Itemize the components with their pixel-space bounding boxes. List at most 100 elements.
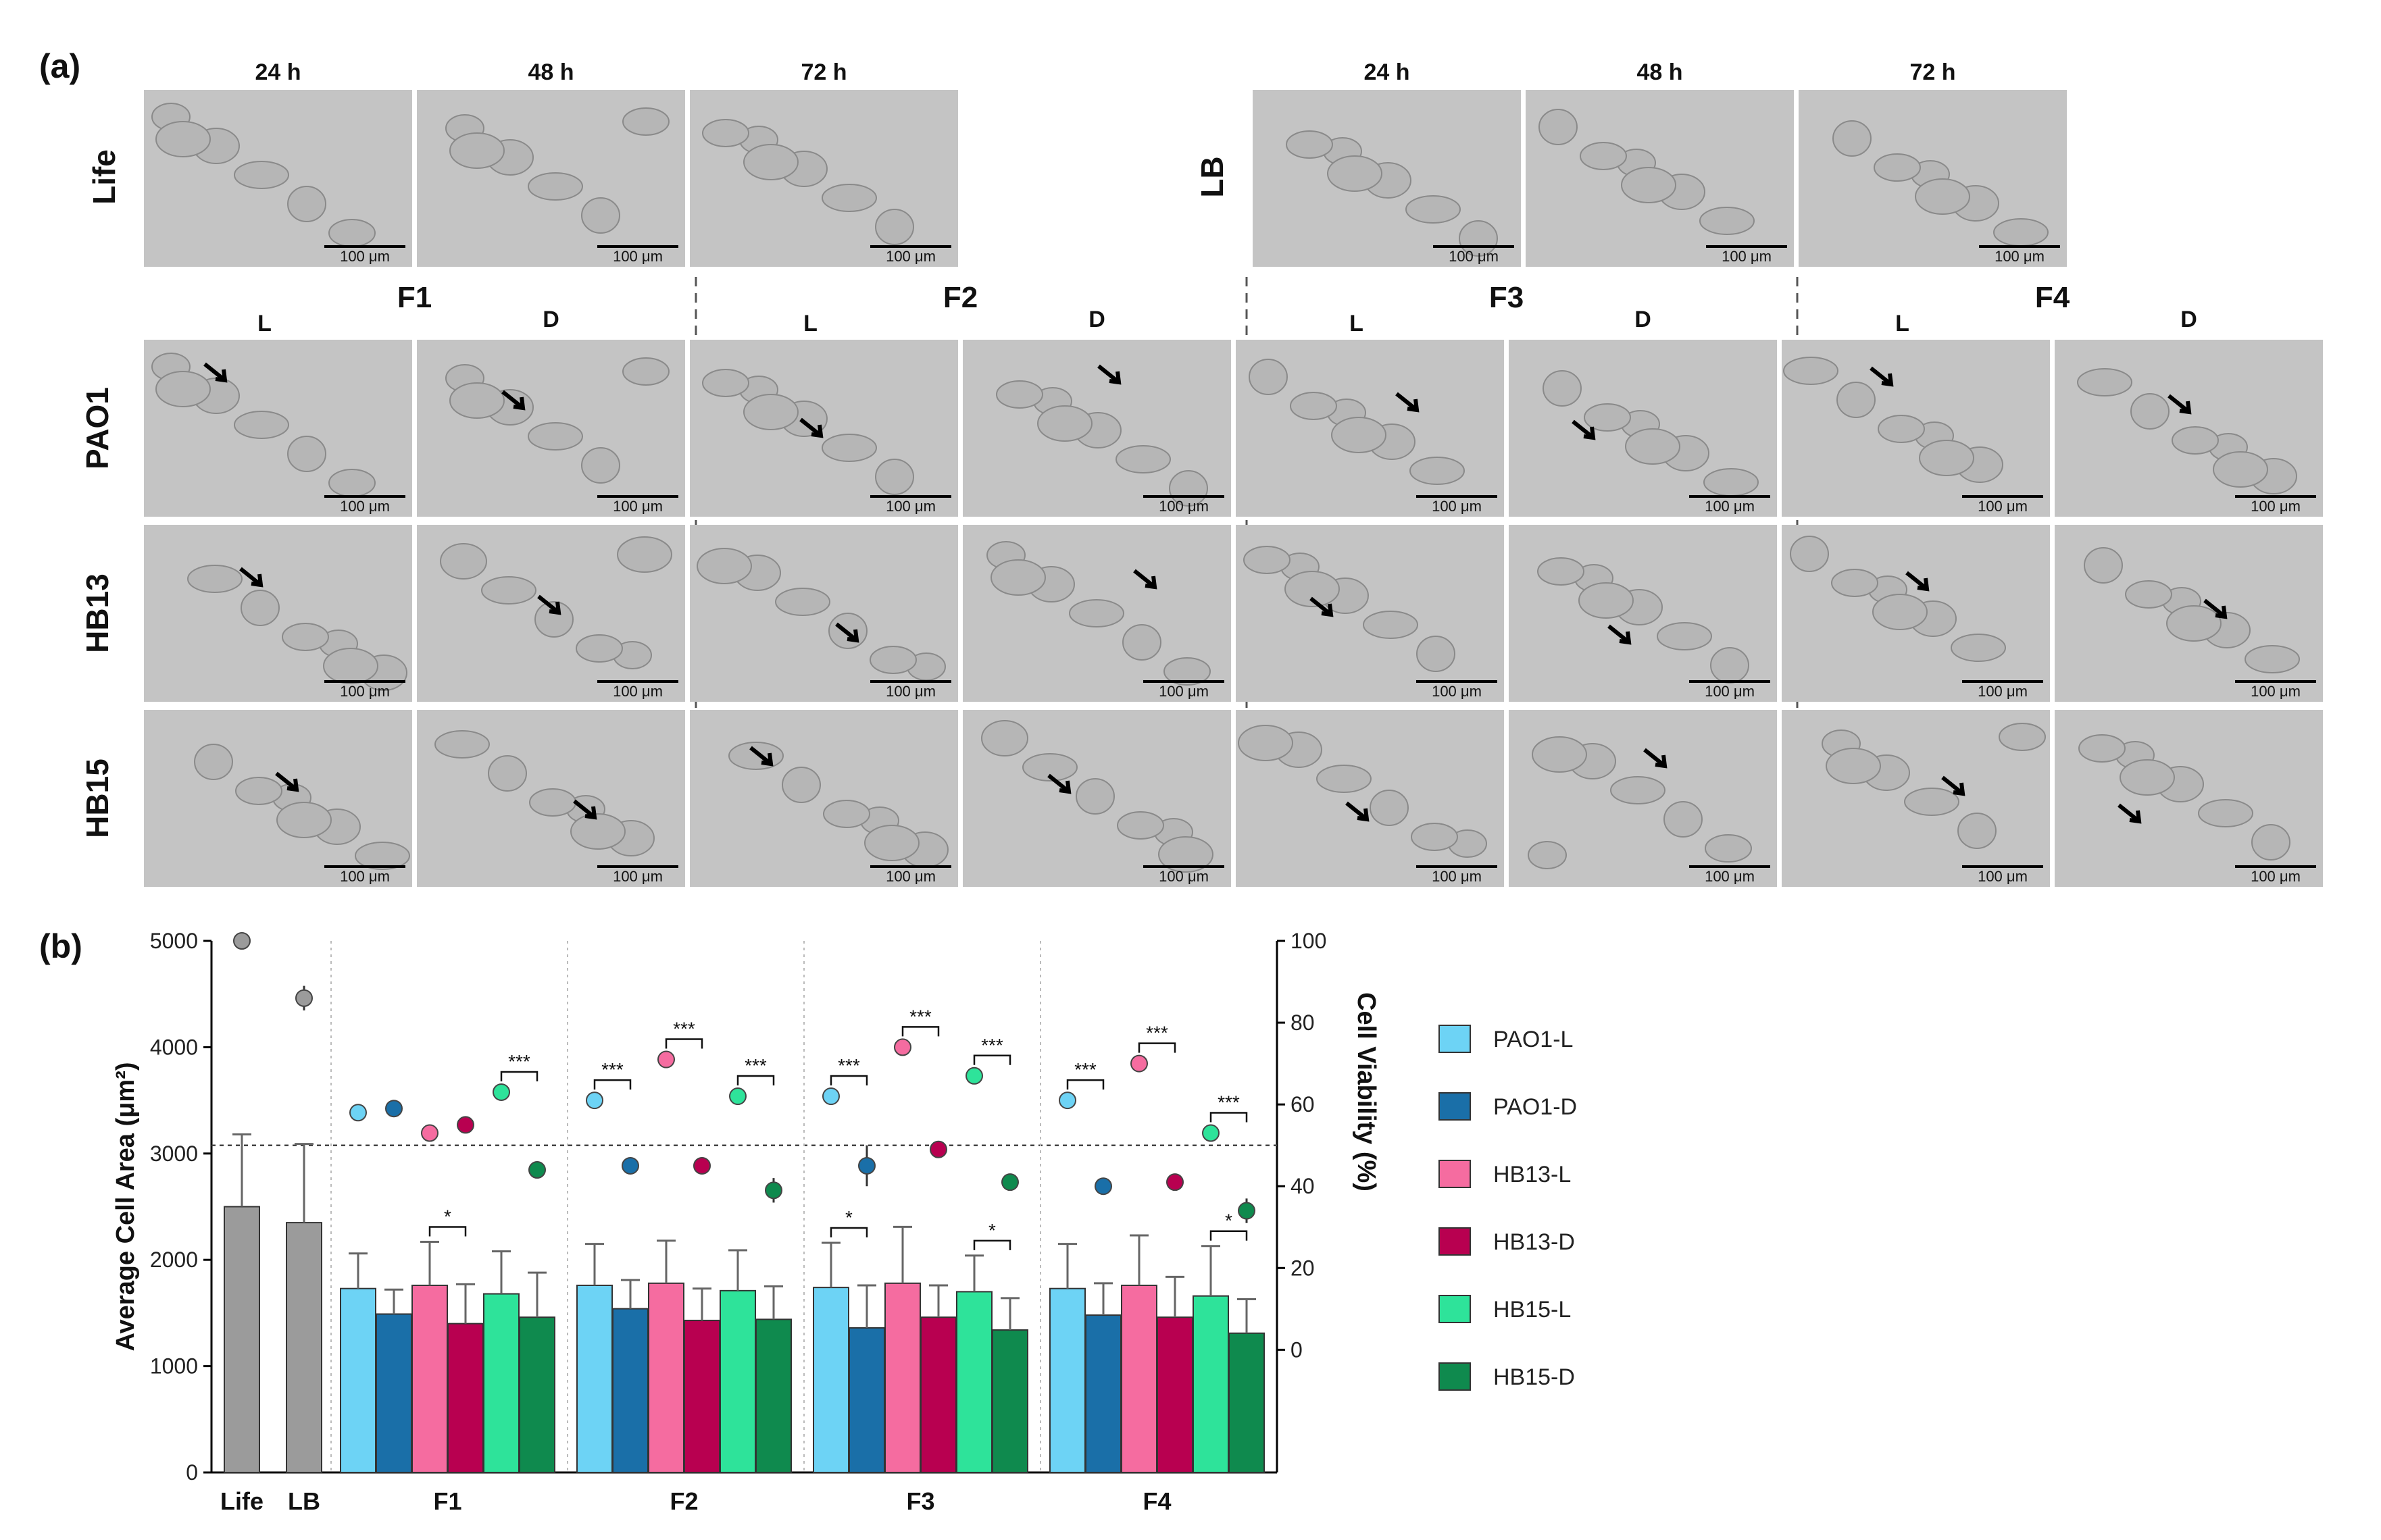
bar-HB13-D <box>1157 1316 1193 1474</box>
point-PAO1-L <box>822 1087 840 1106</box>
cell-outline <box>528 172 583 201</box>
time-label: 24 h <box>1363 59 1409 85</box>
scale-bar-label: 100 μm <box>1432 868 1482 885</box>
row-label-HB13: HB13 <box>80 573 115 653</box>
cell-outline <box>622 357 670 386</box>
micrograph-PAO1-F4-L: 100 μm <box>1782 340 2050 517</box>
significance-label: *** <box>745 1055 767 1076</box>
arrow-marker <box>835 622 859 643</box>
micrograph-PAO1-F2-D: 100 μm <box>963 340 1231 517</box>
cell-outline <box>355 842 410 870</box>
cell-outline <box>1831 569 1878 597</box>
significance-label: * <box>988 1220 996 1241</box>
cell-outline <box>1832 120 1872 157</box>
cell-outline <box>775 588 830 616</box>
point-HB15-D <box>765 1181 782 1200</box>
y-tick-label-right: 40 <box>1290 1174 1315 1198</box>
legend-swatch-PAO1-D <box>1438 1092 1471 1121</box>
y-tick-label-right: 20 <box>1290 1256 1315 1280</box>
y-tick-label-left: 4000 <box>150 1035 198 1059</box>
micrograph-life-48h: 100 μm <box>417 90 685 267</box>
arrow-marker <box>1345 801 1370 822</box>
cell-outline <box>1022 753 1078 781</box>
micrograph-HB15-F3-L: 100 μm <box>1236 710 1504 887</box>
point-HB13-L <box>657 1050 675 1069</box>
bar-PAO1-L <box>340 1287 376 1473</box>
time-label: 48 h <box>1636 59 1682 85</box>
legend-label-PAO1-L: PAO1-L <box>1493 1027 1573 1052</box>
x-tick-label-F1: F1 <box>433 1487 461 1515</box>
scale-bar-label: 100 μm <box>1449 248 1499 265</box>
scale-bar-label: 100 μm <box>1978 498 2028 515</box>
cell-outline <box>996 380 1043 409</box>
scale-bar-label: 100 μm <box>1722 248 1772 265</box>
scale-bar-label: 100 μm <box>340 248 390 265</box>
significance-bracket <box>973 1054 1011 1065</box>
cell-outline <box>864 825 920 861</box>
bar-HB15-L <box>956 1291 993 1474</box>
bar-HB13-D <box>447 1323 484 1474</box>
cell-outline <box>1117 811 1164 840</box>
cell-outline <box>1243 546 1290 574</box>
significance-label: *** <box>508 1051 530 1072</box>
cell-outline <box>1284 571 1340 607</box>
scale-bar-label: 100 μm <box>613 868 663 885</box>
sub-label-L: L <box>257 311 272 336</box>
arrow-marker <box>749 746 774 767</box>
cell-outline <box>1874 153 1921 182</box>
y-tick-label-left: 2000 <box>150 1248 198 1272</box>
cell-outline <box>488 755 527 792</box>
scale-bar-label: 100 μm <box>1159 498 1209 515</box>
arrow-marker <box>501 390 526 411</box>
cell-outline <box>2166 605 2222 642</box>
cell-outline <box>1249 359 1288 395</box>
cell-outline <box>991 559 1046 596</box>
point-HB13-L <box>421 1124 438 1142</box>
sub-label-L: L <box>1349 311 1363 336</box>
cell-outline <box>241 590 280 626</box>
point-HB15-L <box>729 1087 747 1106</box>
y-tick-label-right: 100 <box>1290 929 1326 953</box>
sub-label-D: D <box>2180 307 2197 332</box>
cell-outline <box>576 634 623 663</box>
scale-bar-label: 100 μm <box>1978 683 2028 700</box>
scale-bar-label: 100 μm <box>2251 683 2301 700</box>
cell-outline <box>1537 557 1584 586</box>
row-label-lb: LB <box>1195 156 1230 197</box>
cell-outline <box>440 543 487 580</box>
cell-outline <box>822 184 877 212</box>
arrow-marker <box>1607 624 1632 645</box>
cell-outline <box>1919 440 1974 476</box>
scale-bar-label: 100 μm <box>2251 498 2301 515</box>
significance-label: * <box>1225 1210 1232 1231</box>
significance-bracket <box>428 1226 467 1237</box>
panel-b-label: (b) <box>39 927 82 965</box>
point-PAO1-L <box>586 1092 603 1110</box>
micrograph-HB15-F4-D: 100 μm <box>2055 710 2323 887</box>
cell-outline <box>581 197 620 234</box>
arrow-marker <box>203 362 228 383</box>
cell-outline <box>287 186 326 222</box>
scale-bar-label: 100 μm <box>1705 498 1755 515</box>
legend-swatch-HB13-L <box>1438 1160 1471 1188</box>
cell-outline <box>234 411 289 439</box>
significance-label: *** <box>838 1055 860 1076</box>
significance-label: *** <box>601 1059 624 1080</box>
arrow-marker <box>1097 364 1122 385</box>
time-label: 24 h <box>255 59 301 85</box>
scale-bar-label: 100 μm <box>340 683 390 700</box>
significance-label: *** <box>1218 1092 1240 1113</box>
cell-outline <box>1290 392 1337 420</box>
cell-outline <box>702 119 749 147</box>
micrograph-HB15-F1-D: 100 μm <box>417 710 685 887</box>
significance-label: *** <box>1074 1059 1097 1080</box>
scale-bar-label: 100 μm <box>1432 683 1482 700</box>
cell-outline <box>743 144 799 180</box>
row-label-life: Life <box>86 149 122 205</box>
cell-outline <box>1904 788 1959 816</box>
arrow-marker <box>1309 596 1334 617</box>
micrograph-lb-48h: 100 μm <box>1526 90 1794 267</box>
significance-bracket <box>830 1227 868 1238</box>
micrograph-HB13-F2-D: 100 μm <box>963 525 1231 702</box>
cell-outline <box>1783 357 1838 385</box>
